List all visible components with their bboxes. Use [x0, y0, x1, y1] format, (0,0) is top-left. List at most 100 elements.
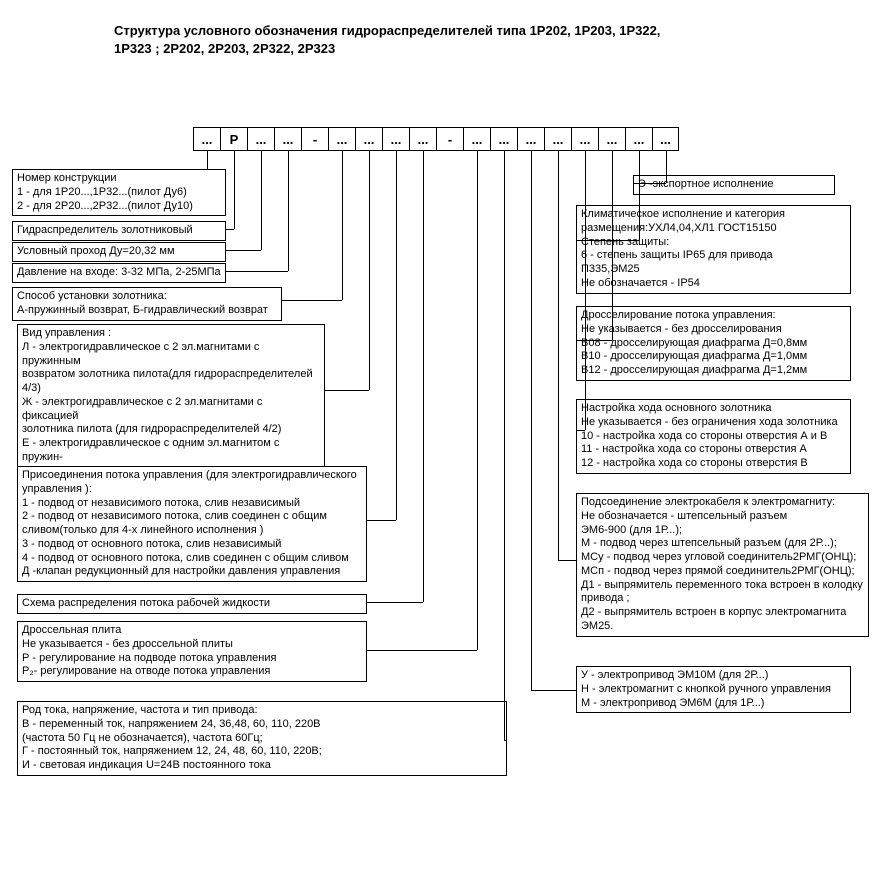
right-box-0-line-0: Э -экспортное исполнение — [638, 178, 830, 192]
right-box-5-line-0: У - электропривод ЭМ10М (для 2Р...) — [581, 669, 846, 683]
connector-hline — [367, 602, 423, 603]
right-box-5-line-2: М - электропривод ЭМ6М (для 1Р...) — [581, 697, 846, 711]
left-box-6-line-7: Д -клапан редукционный для настройки дав… — [22, 565, 362, 579]
left-box-6-line-5: 3 - подвод от основного потока, слив нез… — [22, 538, 362, 552]
right-box-4: Подсоединение электрокабеля к электромаг… — [576, 493, 869, 637]
connector-vline — [261, 151, 262, 250]
left-box-9-line-2: (частота 50 Гц не обозначается), частота… — [22, 732, 502, 746]
right-box-1-line-4: П335,ЭМ25 — [581, 263, 846, 277]
left-box-6-line-4: сливом(только для 4-х линейного исполнен… — [22, 524, 362, 538]
connector-hline — [207, 169, 227, 170]
left-box-4: Способ установки золотника:А-пружинный в… — [12, 287, 282, 321]
diagram-title: Структура условного обозначения гидрорас… — [114, 22, 660, 58]
right-box-4-line-6: Д1 - выпрямитель переменного тока встрое… — [581, 579, 864, 593]
left-box-9-line-1: В - переменный ток, напряжением 24, 36,4… — [22, 718, 502, 732]
left-box-5-line-4: золотника пилота (для гидрораспределител… — [22, 423, 320, 437]
left-box-9-line-3: Г - постоянный ток, напряжением 12, 24, … — [22, 745, 502, 759]
left-box-0-line-0: Номер конструкции — [17, 172, 221, 186]
cell-15: ... — [598, 127, 625, 151]
connector-hline — [325, 390, 369, 391]
right-box-3-line-4: 12 - настройка хода со стороны отверстия… — [581, 457, 846, 471]
connector-vline — [612, 151, 613, 340]
right-box-1-line-0: Климатическое исполнение и категория — [581, 208, 846, 222]
left-box-8-line-2: Р - регулирование на подводе потока упра… — [22, 652, 362, 666]
cell-6: ... — [355, 127, 382, 151]
designation-cells: ...Р......-............-................… — [193, 127, 679, 151]
right-box-1: Климатическое исполнение и категория раз… — [576, 205, 851, 294]
left-box-6-line-1: управления ): — [22, 483, 362, 497]
right-box-3: Настройка хода основного золотникаНе ука… — [576, 399, 851, 474]
right-box-4-line-0: Подсоединение электрокабеля к электромаг… — [581, 496, 864, 510]
cell-3: ... — [274, 127, 301, 151]
left-box-0-line-2: 2 - для 2Р20...,2Р32...(пилот Ду10) — [17, 200, 221, 214]
right-box-4-line-1: Не обозначается - штепсельный разъем — [581, 510, 864, 524]
right-box-3-line-1: Не указывается - без ограничения хода зо… — [581, 416, 846, 430]
right-box-1-line-3: 6 - степень защиты IP65 для привода — [581, 249, 846, 263]
cell-4: - — [301, 127, 328, 151]
right-box-3-line-2: 10 - настройка хода со стороны отверстия… — [581, 430, 846, 444]
right-box-4-line-3: М - подвод через штепсельный разъем (для… — [581, 537, 864, 551]
left-box-7: Схема распределения потока рабочей жидко… — [17, 594, 367, 614]
connector-hline — [367, 650, 477, 651]
connector-vline — [423, 151, 424, 602]
cell-2: ... — [247, 127, 274, 151]
right-box-1-line-2: Степень защиты: — [581, 236, 846, 250]
left-box-6-line-3: 2 - подвод от независимого потока, слив … — [22, 510, 362, 524]
left-box-2-line-0: Условный проход Ду=20,32 мм — [17, 245, 221, 259]
connector-hline — [282, 300, 342, 301]
cell-8: ... — [409, 127, 436, 151]
connector-hline — [558, 560, 577, 561]
left-box-2: Условный проход Ду=20,32 мм — [12, 242, 226, 262]
connector-vline — [666, 151, 667, 183]
right-box-4-line-9: ЭМ25. — [581, 620, 864, 634]
cell-13: ... — [544, 127, 571, 151]
right-box-2-line-3: В10 - дросселирующая диафрагма Д=1,0мм — [581, 350, 846, 364]
right-box-1-line-5: Не обозначается - IP54 — [581, 277, 846, 291]
left-box-5-line-3: Ж - электрогидравлическое с 2 эл.магнита… — [22, 396, 320, 424]
connector-vline — [558, 151, 559, 560]
right-box-4-line-8: Д2 - выпрямитель встроен в корпус электр… — [581, 606, 864, 620]
right-box-2-line-0: Дросселирование потока управления: — [581, 309, 846, 323]
connector-vline — [531, 151, 532, 690]
left-box-1: Гидраспределитель золотниковый — [12, 221, 226, 241]
title-line1: Структура условного обозначения гидрорас… — [114, 22, 660, 40]
left-box-3: Давление на входе: 3-32 МПа, 2-25МПа — [12, 263, 226, 283]
connector-hline — [576, 340, 612, 341]
title-line2: 1Р323 ; 2Р202, 2Р203, 2Р322, 2Р323 — [114, 40, 660, 58]
right-box-1-line-1: размещения:УХЛ4,04,ХЛ1 ГОСТ15150 — [581, 222, 846, 236]
right-box-3-line-0: Настройка хода основного золотника — [581, 402, 846, 416]
right-box-2-line-1: Не указывается - без дросселирования — [581, 323, 846, 337]
cell-5: ... — [328, 127, 355, 151]
connector-vline — [288, 151, 289, 271]
right-box-2-line-4: В12 - дросселирующая диафрагма Д=1,2мм — [581, 364, 846, 378]
right-box-3-line-3: 11 - настройка хода со стороны отверстия… — [581, 443, 846, 457]
connector-vline — [585, 151, 586, 430]
right-box-0: Э -экспортное исполнение — [633, 175, 835, 195]
connector-vline — [504, 151, 505, 740]
connector-vline — [207, 151, 208, 169]
cell-0: ... — [193, 127, 220, 151]
connector-hline — [576, 430, 585, 431]
connector-vline — [396, 151, 397, 520]
connector-hline — [531, 690, 577, 691]
left-box-7-line-0: Схема распределения потока рабочей жидко… — [22, 597, 362, 611]
left-box-8-line-0: Дроссельная плита — [22, 624, 362, 638]
left-box-4-line-0: Способ установки золотника: — [17, 290, 277, 304]
connector-vline — [639, 151, 640, 240]
cell-10: ... — [463, 127, 490, 151]
left-box-6-line-0: Присоединения потока управления (для эле… — [22, 469, 362, 483]
right-box-4-line-2: ЭМ6-900 (для 1Р...); — [581, 524, 864, 538]
connector-vline — [369, 151, 370, 390]
connector-vline — [234, 151, 235, 229]
left-box-6: Присоединения потока управления (для эле… — [17, 466, 367, 582]
left-box-1-line-0: Гидраспределитель золотниковый — [17, 224, 221, 238]
cell-11: ... — [490, 127, 517, 151]
left-box-9-line-4: И - световая индикация U=24В постоянного… — [22, 759, 502, 773]
cell-9: - — [436, 127, 463, 151]
left-box-9: Род тока, напряжение, частота и тип прив… — [17, 701, 507, 776]
right-box-4-line-7: привода ; — [581, 592, 864, 606]
connector-vline — [477, 151, 478, 650]
left-box-8-line-1: Не указывается - без дроссельной плиты — [22, 638, 362, 652]
cell-1: Р — [220, 127, 247, 151]
connector-hline — [226, 271, 288, 272]
